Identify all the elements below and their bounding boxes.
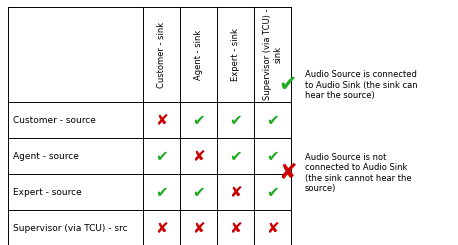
Text: Agent - source: Agent - source	[13, 151, 79, 160]
Bar	[8, 7, 291, 245]
Text: ✘: ✘	[278, 163, 297, 183]
Text: ✔: ✔	[192, 112, 205, 127]
Text: ✘: ✘	[155, 112, 168, 127]
Text: ✘: ✘	[192, 220, 205, 235]
Text: Audio Source is connected
to Audio Sink (the sink can
hear the source): Audio Source is connected to Audio Sink …	[305, 70, 418, 100]
Text: ✘: ✘	[192, 148, 205, 163]
Text: ✘: ✘	[229, 220, 242, 235]
Text: Supervisor (via TCU) - src: Supervisor (via TCU) - src	[13, 223, 127, 233]
Text: Supervisor (via TCU) -
sink: Supervisor (via TCU) - sink	[263, 9, 282, 100]
Text: Agent - sink: Agent - sink	[194, 29, 203, 80]
Text: ✔: ✔	[266, 184, 279, 199]
Text: ✔: ✔	[266, 148, 279, 163]
Text: Expert - sink: Expert - sink	[231, 28, 240, 81]
Text: ✔: ✔	[155, 184, 168, 199]
Text: ✘: ✘	[155, 220, 168, 235]
Text: ✔: ✔	[155, 148, 168, 163]
Text: ✔: ✔	[278, 75, 297, 95]
Text: ✔: ✔	[229, 148, 242, 163]
Text: ✘: ✘	[229, 184, 242, 199]
Text: Expert - source: Expert - source	[13, 187, 82, 196]
Text: Customer - source: Customer - source	[13, 115, 96, 124]
Text: ✔: ✔	[192, 184, 205, 199]
Text: Customer - sink: Customer - sink	[157, 22, 166, 87]
Text: ✔: ✔	[229, 112, 242, 127]
Text: Audio Source is not
connected to Audio Sink
(the sink cannot hear the
source): Audio Source is not connected to Audio S…	[305, 153, 412, 193]
Text: ✔: ✔	[266, 112, 279, 127]
Text: ✘: ✘	[266, 220, 279, 235]
